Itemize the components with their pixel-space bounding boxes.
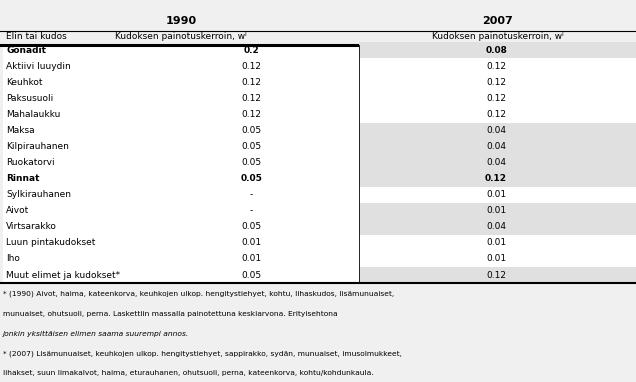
- Text: 0.01: 0.01: [486, 190, 506, 199]
- Text: 0.12: 0.12: [241, 62, 261, 71]
- Text: Keuhkot: Keuhkot: [6, 78, 43, 87]
- Text: jonkin yksittäisen elimen saama suurempi annos.: jonkin yksittäisen elimen saama suurempi…: [3, 330, 190, 337]
- Text: Ruokatorvi: Ruokatorvi: [6, 158, 55, 167]
- Text: Iho: Iho: [6, 254, 20, 264]
- Text: * (1990) Aivot, haima, kateenkorva, keuhkojen ulkop. hengitystiehyet, kohtu, lih: * (1990) Aivot, haima, kateenkorva, keuh…: [3, 291, 394, 297]
- Text: 0.05: 0.05: [241, 222, 261, 231]
- Text: 0.12: 0.12: [241, 78, 261, 87]
- Text: 0.12: 0.12: [485, 174, 507, 183]
- Bar: [359, 74, 636, 91]
- Text: Kudoksen painotuskerroin, wᴵ: Kudoksen painotuskerroin, wᴵ: [115, 32, 247, 41]
- Text: 0.2: 0.2: [244, 46, 259, 55]
- Text: Muut elimet ja kudokset*: Muut elimet ja kudokset*: [6, 270, 120, 280]
- Text: munuaiset, ohutsuoli, perna. Laskettiin massalla painotettuna keskiarvona. Erity: munuaiset, ohutsuoli, perna. Laskettiin …: [3, 311, 338, 317]
- Bar: [359, 107, 636, 123]
- Text: lihakset, suun limakalvot, haima, eturauhanen, ohutsuoli, perna, kateenkorva, ko: lihakset, suun limakalvot, haima, eturau…: [3, 370, 374, 376]
- Text: 0.01: 0.01: [486, 206, 506, 215]
- Bar: [359, 155, 636, 171]
- Text: 0.01: 0.01: [241, 254, 261, 264]
- Bar: [359, 251, 636, 267]
- Text: 0.01: 0.01: [241, 238, 261, 248]
- Text: 0.04: 0.04: [486, 222, 506, 231]
- Bar: [359, 58, 636, 74]
- Text: Virtsarakko: Virtsarakko: [6, 222, 57, 231]
- Text: Luun pintakudokset: Luun pintakudokset: [6, 238, 96, 248]
- Bar: [359, 203, 636, 219]
- Text: 0.08: 0.08: [485, 46, 507, 55]
- Text: 0.12: 0.12: [486, 78, 506, 87]
- Bar: [359, 171, 636, 187]
- Text: 0.04: 0.04: [486, 126, 506, 135]
- Bar: [359, 42, 636, 58]
- Text: 2007: 2007: [482, 16, 513, 26]
- Text: 0.01: 0.01: [486, 238, 506, 248]
- Text: 0.12: 0.12: [486, 94, 506, 103]
- Text: 0.12: 0.12: [486, 62, 506, 71]
- Bar: [359, 139, 636, 155]
- Bar: [3, 45, 359, 283]
- Text: 0.12: 0.12: [241, 110, 261, 119]
- Text: Kilpirauhanen: Kilpirauhanen: [6, 142, 69, 151]
- Text: Paksusuoli: Paksusuoli: [6, 94, 53, 103]
- Text: Aivot: Aivot: [6, 206, 30, 215]
- Text: 0.12: 0.12: [486, 270, 506, 280]
- Text: Maksa: Maksa: [6, 126, 35, 135]
- Text: 0.05: 0.05: [241, 126, 261, 135]
- Bar: [359, 235, 636, 251]
- Text: Mahalaukku: Mahalaukku: [6, 110, 60, 119]
- Text: Sylkirauhanen: Sylkirauhanen: [6, 190, 71, 199]
- Text: Kudoksen painotuskerroin, wᴵ: Kudoksen painotuskerroin, wᴵ: [432, 32, 563, 41]
- Text: Gonadit: Gonadit: [6, 46, 46, 55]
- Text: Aktiivi luuydin: Aktiivi luuydin: [6, 62, 71, 71]
- Bar: [359, 219, 636, 235]
- Text: 0.04: 0.04: [486, 142, 506, 151]
- Text: 0.05: 0.05: [241, 142, 261, 151]
- Text: -: -: [249, 206, 253, 215]
- Text: Elin tai kudos: Elin tai kudos: [6, 32, 67, 41]
- Text: Rinnat: Rinnat: [6, 174, 40, 183]
- Bar: [359, 91, 636, 107]
- Text: 0.05: 0.05: [240, 174, 262, 183]
- Text: * (2007) Lisämunuaiset, keuhkojen ulkop. hengitystiehyet, sappirakko, sydän, mun: * (2007) Lisämunuaiset, keuhkojen ulkop.…: [3, 350, 402, 357]
- Bar: [359, 267, 636, 283]
- Text: 1990: 1990: [166, 16, 197, 26]
- Text: 0.12: 0.12: [486, 110, 506, 119]
- Bar: [359, 123, 636, 139]
- Text: 0.01: 0.01: [486, 254, 506, 264]
- Text: -: -: [249, 190, 253, 199]
- Text: 0.04: 0.04: [486, 158, 506, 167]
- Text: 0.12: 0.12: [241, 94, 261, 103]
- Text: 0.05: 0.05: [241, 270, 261, 280]
- Bar: [359, 187, 636, 203]
- Text: 0.05: 0.05: [241, 158, 261, 167]
